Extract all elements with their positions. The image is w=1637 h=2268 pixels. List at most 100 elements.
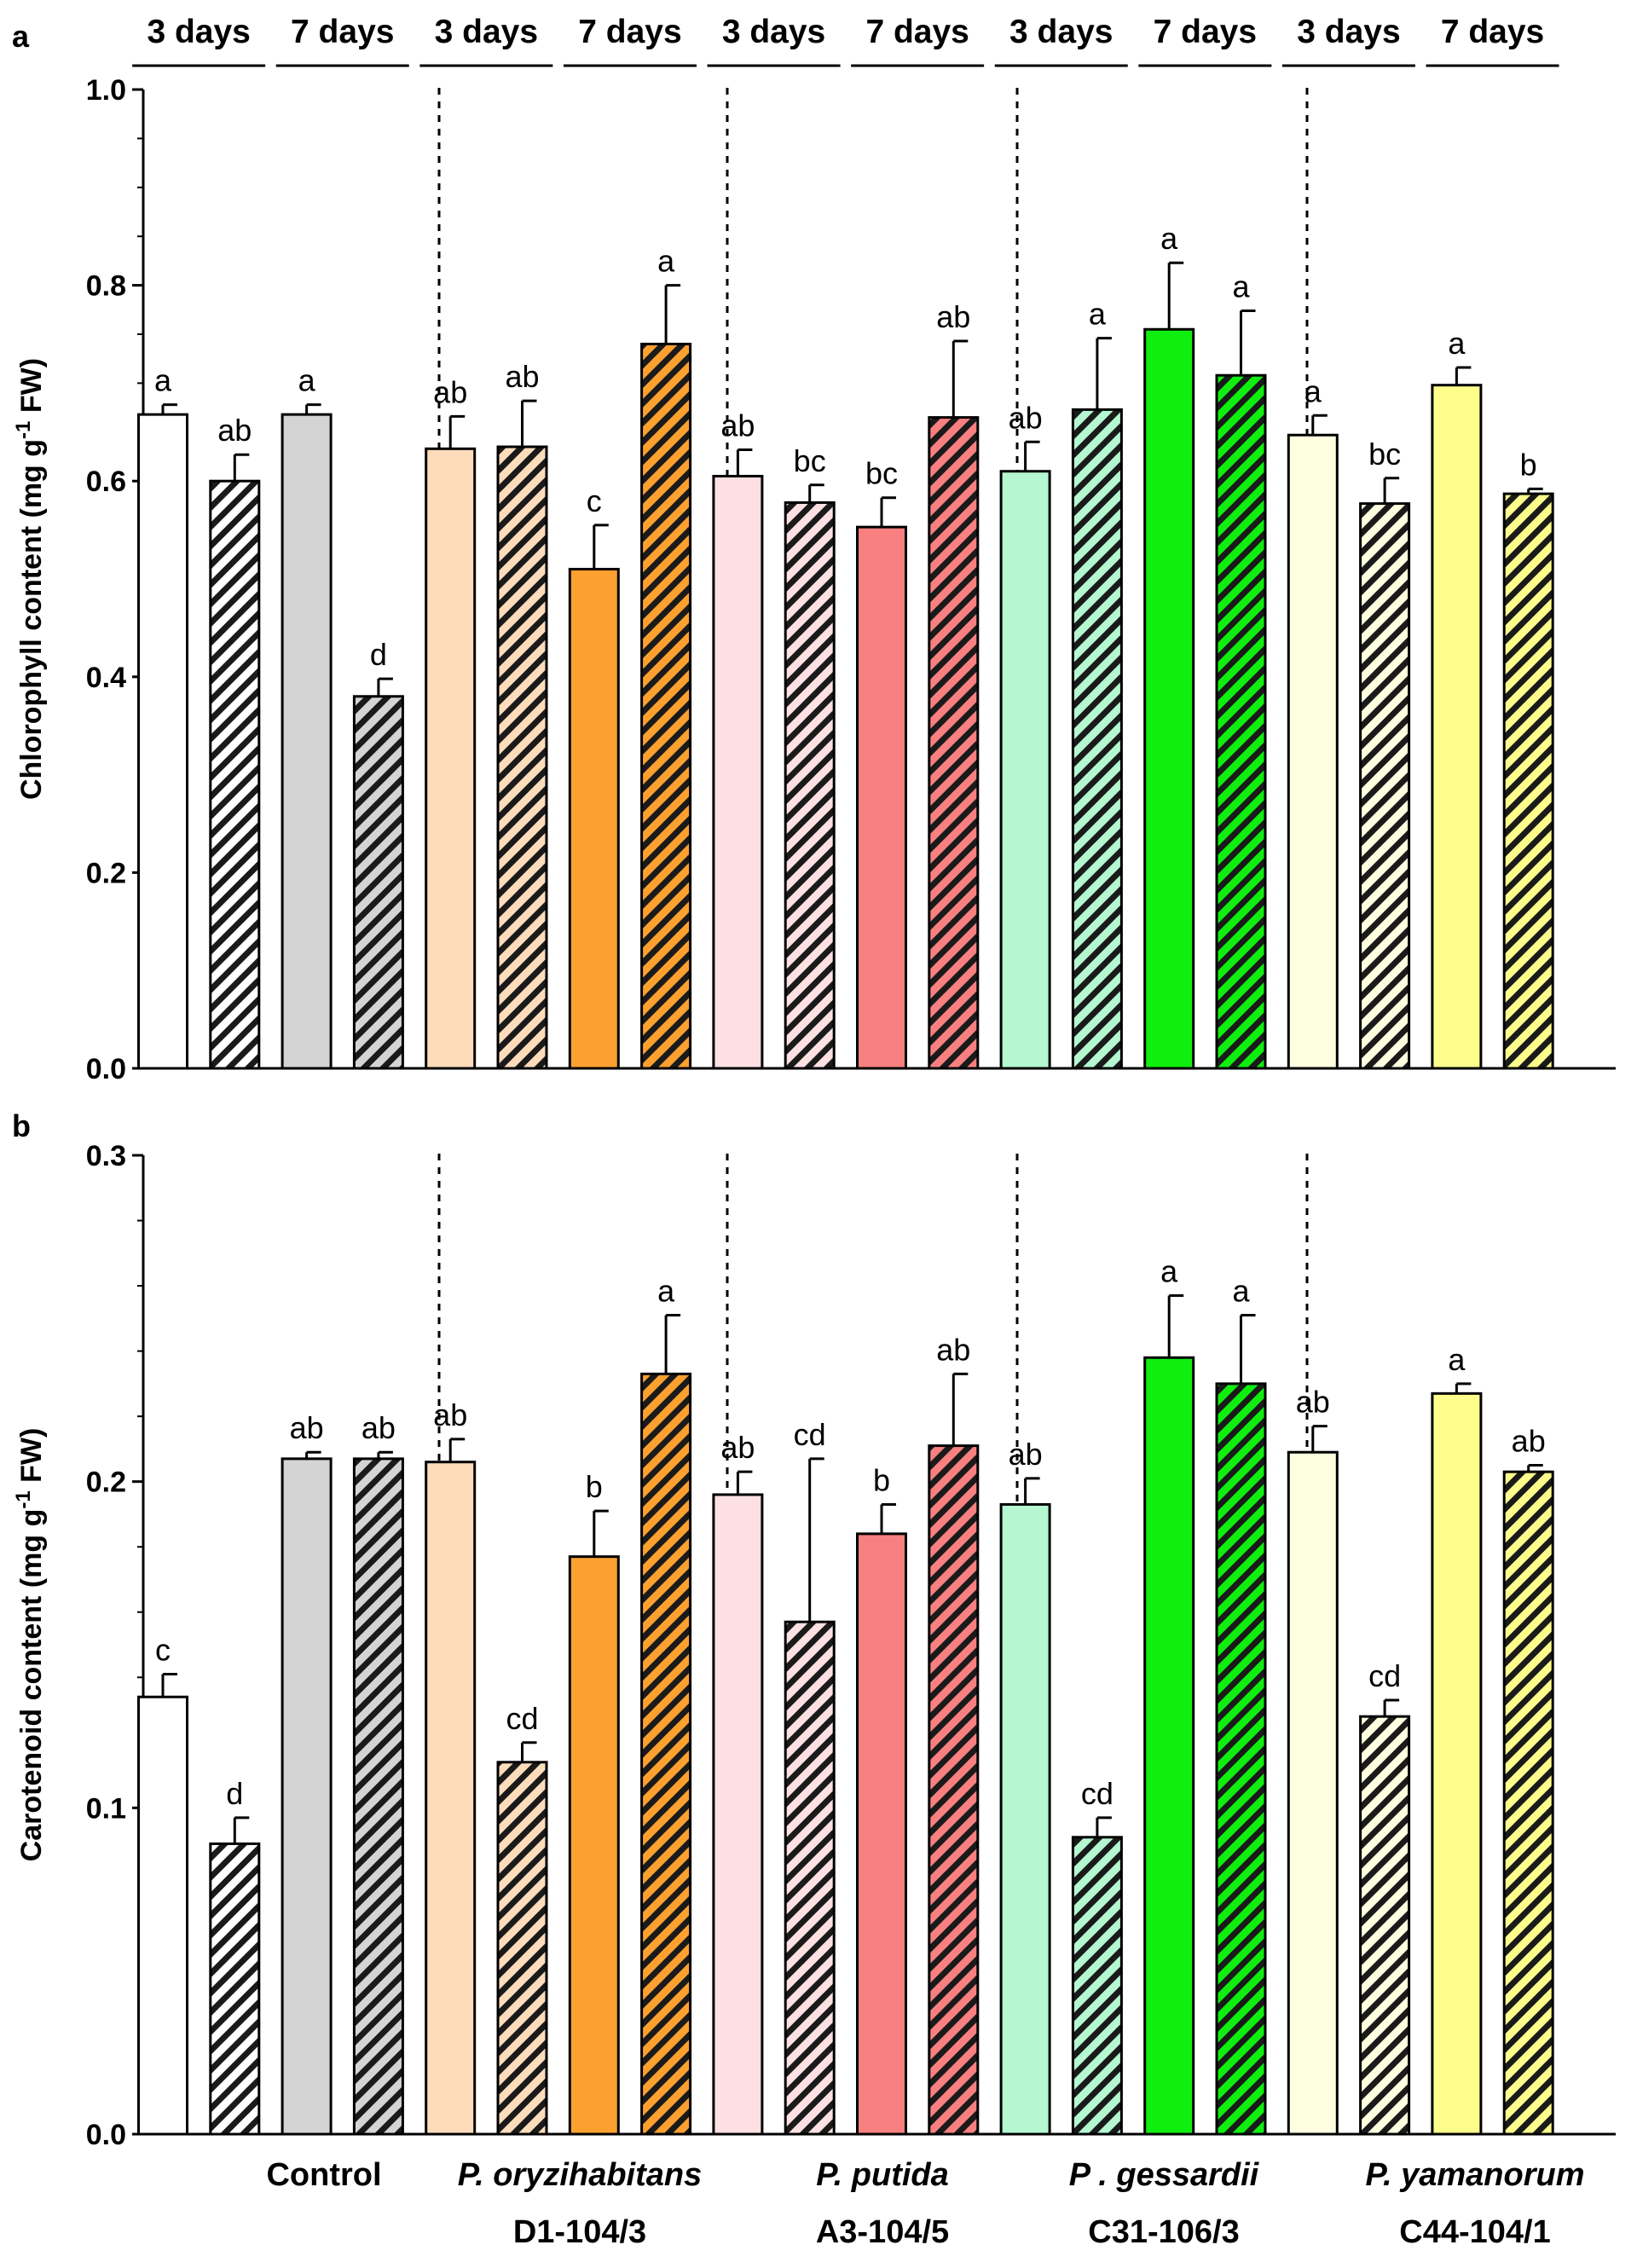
significance-label: d — [226, 1776, 243, 1811]
significance-label: b — [1520, 447, 1537, 482]
y-tick-label: 0.2 — [86, 857, 126, 889]
bar — [640, 1372, 692, 2136]
bar — [712, 1493, 764, 2136]
significance-label: bc — [865, 456, 898, 491]
bar — [425, 447, 477, 1070]
group-label: P. yamanorum — [1366, 2157, 1585, 2193]
significance-label: c — [587, 483, 602, 518]
significance-label: ab — [433, 374, 467, 409]
y-tick-label: 0.0 — [86, 1053, 126, 1085]
period-label: 7 days — [1154, 14, 1257, 50]
significance-label: a — [1232, 269, 1250, 304]
significance-label: ab — [720, 1430, 755, 1465]
period-label: 7 days — [291, 14, 394, 50]
bar — [1502, 1470, 1554, 2136]
group-label: Control — [266, 2157, 381, 2193]
panel-label: b — [12, 1108, 31, 1143]
significance-label: a — [1448, 326, 1466, 361]
significance-label: ab — [1009, 400, 1043, 435]
significance-label: ab — [362, 1410, 396, 1445]
bar — [352, 1457, 404, 2136]
bar — [1215, 373, 1267, 1070]
bar — [496, 445, 548, 1070]
bar — [1287, 433, 1339, 1070]
bar — [928, 416, 980, 1070]
y-tick-label: 0.4 — [86, 662, 126, 694]
bar — [999, 470, 1051, 1070]
bar — [784, 1620, 836, 2136]
significance-label: ab — [505, 359, 539, 394]
y-tick-label: 0.0 — [86, 2119, 126, 2151]
significance-label: cd — [1368, 1658, 1401, 1693]
bar — [281, 1457, 333, 2136]
bar — [281, 413, 333, 1070]
bar — [496, 1761, 548, 2136]
y-axis-label: Chlorophyll content (mg g-1 FW) — [12, 358, 49, 800]
significance-label: c — [155, 1632, 171, 1667]
bar — [856, 1532, 907, 2136]
bar — [999, 1502, 1051, 2136]
group-strain-label: A3-104/5 — [816, 2214, 949, 2250]
panel-a: a 0.0 0.2 0.4 0.6 0.8 1.0 Chlorophyll content (… — [12, 19, 1616, 1085]
group-label: P . gessardii — [1069, 2157, 1260, 2193]
significance-label: ab — [1512, 1424, 1546, 1459]
group-label: P. putida — [816, 2157, 949, 2193]
significance-label: a — [1448, 1342, 1466, 1377]
significance-label: ab — [720, 408, 755, 443]
period-label: 7 days — [1441, 14, 1544, 50]
significance-label: ab — [433, 1397, 467, 1432]
bar — [1143, 327, 1195, 1070]
significance-label: a — [1160, 1254, 1178, 1289]
y-tick-label: 0.2 — [86, 1467, 126, 1499]
group-strain-label: C44-104/1 — [1399, 2214, 1550, 2250]
significance-label: cd — [1081, 1776, 1114, 1811]
bar — [784, 500, 836, 1070]
significance-label: ab — [290, 1410, 324, 1445]
y-tick-label: 0.8 — [86, 270, 126, 303]
period-label: 3 days — [1009, 14, 1113, 50]
y-tick-label: 0.6 — [86, 466, 126, 498]
bar — [137, 413, 188, 1070]
bar — [352, 695, 404, 1070]
significance-label: bc — [1368, 437, 1401, 472]
significance-label: d — [370, 637, 387, 672]
significance-label: a — [298, 363, 316, 398]
bar — [1071, 1836, 1123, 2136]
significance-label: a — [1089, 297, 1107, 332]
bar — [1143, 1356, 1195, 2136]
significance-label: ab — [936, 1332, 970, 1367]
group-strain-label: D1-104/3 — [513, 2214, 646, 2250]
significance-label: a — [657, 244, 675, 279]
period-label: 3 days — [435, 14, 538, 50]
significance-label: ab — [1296, 1385, 1330, 1420]
significance-label: a — [657, 1274, 675, 1309]
significance-label: b — [586, 1469, 603, 1504]
significance-label: ab — [936, 299, 970, 334]
bar — [1287, 1450, 1339, 2136]
significance-label: b — [873, 1462, 890, 1497]
bar — [712, 474, 764, 1070]
significance-label: a — [1232, 1274, 1250, 1309]
y-tick-label: 1.0 — [86, 74, 126, 107]
group-label: P. oryzihabitans — [458, 2157, 703, 2193]
group-strain-label: C31-106/3 — [1088, 2214, 1239, 2250]
significance-label: ab — [1009, 1437, 1043, 1472]
bar — [856, 525, 907, 1070]
bar — [209, 479, 261, 1070]
panel-label: a — [12, 19, 30, 54]
significance-label: a — [154, 363, 172, 398]
bar — [1431, 384, 1483, 1070]
y-tick-label: 0.3 — [86, 1140, 126, 1172]
bar — [568, 1555, 620, 2136]
bar — [1502, 492, 1554, 1070]
bar — [640, 342, 692, 1070]
bar — [1359, 502, 1411, 1070]
significance-label: a — [1304, 373, 1322, 408]
bar — [209, 1842, 261, 2136]
period-label: 3 days — [147, 14, 250, 50]
bar — [425, 1461, 477, 2136]
significance-label: ab — [217, 413, 252, 448]
panel-b: b 0.0 0.1 0.2 0.3 Carotenoid content (mg g-1 … — [12, 1108, 1616, 2151]
bar — [137, 1695, 188, 2136]
y-axis-label: Carotenoid content (mg g-1 FW) — [12, 1428, 49, 1862]
